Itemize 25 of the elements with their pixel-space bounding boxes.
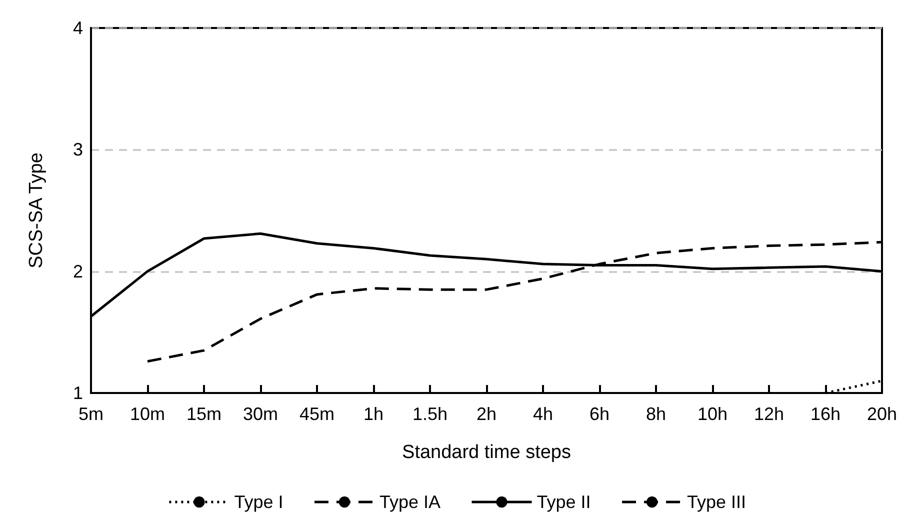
x-tick-label: 15m xyxy=(186,404,222,424)
x-tick-label: 30m xyxy=(242,404,278,424)
x-tick-label: 4h xyxy=(532,404,554,424)
x-tick-label: 8h xyxy=(646,404,666,424)
y-axis-title: SCS-SA Type xyxy=(26,152,47,268)
x-tick-label: 10m xyxy=(130,404,166,424)
x-tick-label: 12h xyxy=(754,404,784,424)
y-tick-label: 4 xyxy=(72,18,83,38)
x-tick-label: 1h xyxy=(363,404,384,424)
x-tick-label: 2h xyxy=(476,404,497,424)
legend-label: Type I xyxy=(234,492,284,512)
y-tick-label: 3 xyxy=(72,140,83,160)
x-tick-label: 10h xyxy=(697,404,728,424)
legend-label: Type III xyxy=(687,492,746,512)
x-axis-title: Standard time steps xyxy=(402,442,571,463)
x-tick-label: 20h xyxy=(866,404,898,424)
x-tick-label: 1.5h xyxy=(412,404,448,424)
y-tick-label: 2 xyxy=(72,261,83,282)
x-tick-label: 6h xyxy=(589,404,610,424)
y-tick-label: 1 xyxy=(72,383,83,403)
x-tick-label: 5m xyxy=(78,404,104,424)
legend-label: Type IA xyxy=(379,492,440,512)
legend-label: Type II xyxy=(536,492,591,512)
x-tick-label: 16h xyxy=(810,404,841,424)
x-tick-label: 45m xyxy=(299,404,335,424)
